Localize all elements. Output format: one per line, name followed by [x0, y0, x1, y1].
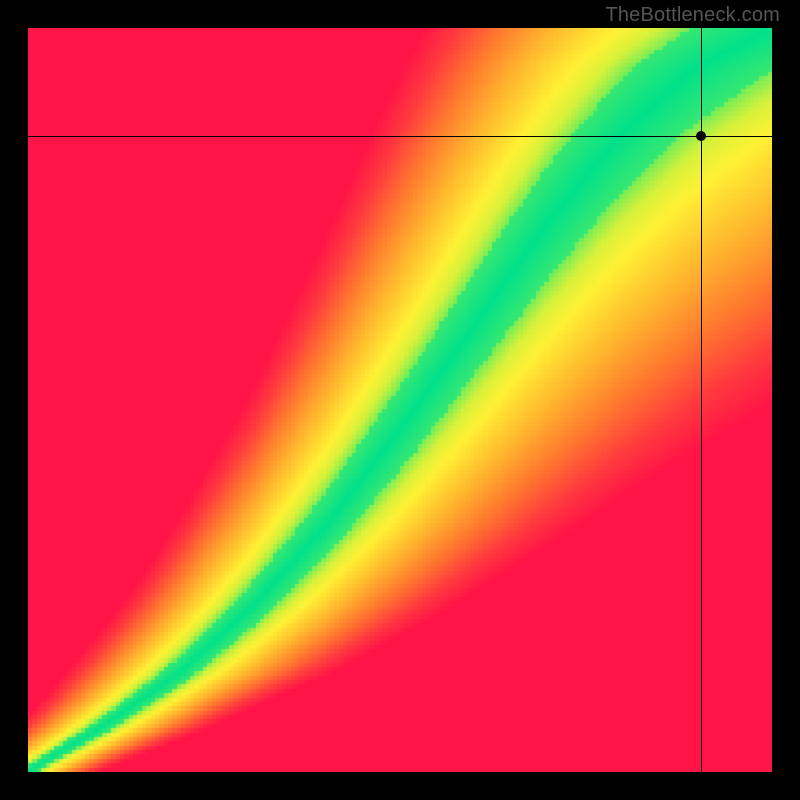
heatmap-canvas [28, 28, 772, 772]
heatmap-plot-area [28, 28, 772, 772]
watermark-text: TheBottleneck.com [605, 4, 780, 27]
crosshair-dot [696, 131, 706, 141]
crosshair-horizontal [28, 136, 772, 137]
